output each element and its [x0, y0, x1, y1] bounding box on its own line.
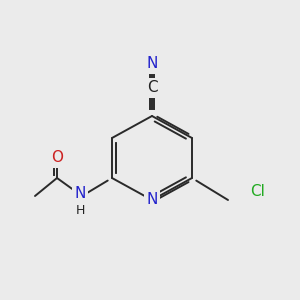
Text: Cl: Cl: [250, 184, 265, 200]
Text: C: C: [147, 80, 157, 95]
Text: N: N: [74, 185, 86, 200]
Text: H: H: [75, 203, 85, 217]
Text: N: N: [146, 56, 158, 70]
Text: O: O: [51, 151, 63, 166]
Text: N: N: [146, 193, 158, 208]
